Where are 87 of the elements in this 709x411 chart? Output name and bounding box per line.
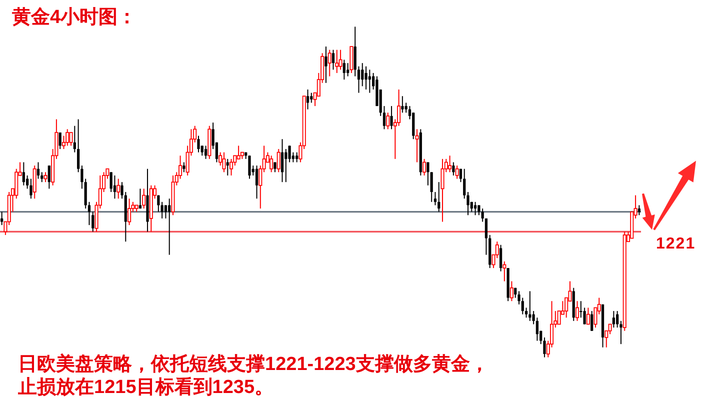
candlestick xyxy=(335,49,339,74)
candlestick xyxy=(69,132,73,146)
candlestick xyxy=(608,324,612,335)
candlestick xyxy=(73,125,76,153)
candlestick xyxy=(536,317,539,342)
candlestick xyxy=(474,201,477,216)
candlestick xyxy=(346,62,350,77)
candlestick xyxy=(248,155,251,180)
candlestick xyxy=(204,145,208,160)
candlestick xyxy=(616,310,619,328)
candlestick xyxy=(386,112,390,130)
candlestick xyxy=(157,194,160,212)
candlestick xyxy=(481,208,484,222)
candlestick xyxy=(113,174,116,200)
candlestick xyxy=(160,201,164,219)
candlestick xyxy=(448,155,452,173)
candlestick xyxy=(30,178,32,200)
candlestick xyxy=(14,168,18,200)
candlestick xyxy=(430,172,433,202)
candlestick xyxy=(422,158,426,176)
candlestick xyxy=(361,62,364,87)
candlestick xyxy=(478,204,480,216)
candlestick xyxy=(332,49,335,70)
chart-title: 黄金4小时图： xyxy=(11,6,137,28)
candlestick xyxy=(138,188,142,210)
candlestick xyxy=(255,165,258,200)
candlestick xyxy=(116,178,120,200)
candlestick xyxy=(32,165,36,200)
candlestick xyxy=(415,128,419,163)
candlestick xyxy=(142,188,146,210)
candlestick xyxy=(390,106,393,130)
candlestick xyxy=(182,162,186,173)
candlestick xyxy=(197,135,200,153)
candlestick xyxy=(276,148,280,173)
candlestick xyxy=(638,204,640,216)
candlestick xyxy=(36,162,40,180)
candlestick xyxy=(0,211,4,226)
candlestick xyxy=(128,198,132,226)
candlestick xyxy=(226,158,229,176)
candlestick xyxy=(434,192,437,206)
candlestick xyxy=(502,260,506,282)
candlestick xyxy=(557,310,561,325)
candlestick xyxy=(222,152,226,173)
candlestick xyxy=(455,165,459,180)
text: 1221 xyxy=(656,236,696,253)
candlestick xyxy=(168,198,171,256)
candlestick xyxy=(342,59,346,80)
candlestick xyxy=(306,89,310,110)
candlestick xyxy=(510,280,514,302)
candlestick xyxy=(484,218,488,256)
candlestick xyxy=(236,145,240,160)
candlestick xyxy=(58,132,62,150)
candlestick xyxy=(438,182,440,212)
candlestick xyxy=(310,92,313,104)
candlestick xyxy=(270,155,274,173)
candlestick xyxy=(590,310,594,332)
candlestick xyxy=(230,158,234,176)
annotation: 日欧美盘策略，依托短线支撑1221-1223支撑做多黄金，止损放在1215目标看到1235。 xyxy=(18,353,490,399)
candlestick xyxy=(40,172,44,183)
candlestick xyxy=(22,162,25,186)
candlestick xyxy=(543,336,546,358)
candlestick xyxy=(350,46,354,74)
candlestick xyxy=(274,162,276,173)
candlestick xyxy=(499,244,502,272)
candlestick xyxy=(296,152,298,163)
candlestick xyxy=(426,162,430,186)
candlestick xyxy=(459,168,462,183)
candlestick xyxy=(524,307,528,318)
candlestick xyxy=(440,158,444,222)
candlestick xyxy=(284,148,288,183)
candlestick xyxy=(92,211,94,232)
candlestick xyxy=(66,128,70,146)
candlestick xyxy=(324,46,328,84)
candlestick xyxy=(521,297,524,315)
candlestick xyxy=(164,204,168,219)
candlestick xyxy=(364,66,368,90)
candlestick xyxy=(44,172,48,183)
candlestick xyxy=(452,162,455,176)
candlestick xyxy=(586,307,590,325)
candlestick xyxy=(48,165,50,190)
candlestick xyxy=(280,138,284,183)
candlestick xyxy=(412,112,415,140)
candlestick xyxy=(612,310,615,328)
candlestick xyxy=(576,300,580,322)
candlestick xyxy=(401,96,404,114)
candlestick xyxy=(328,49,332,77)
candlestick xyxy=(338,49,342,70)
